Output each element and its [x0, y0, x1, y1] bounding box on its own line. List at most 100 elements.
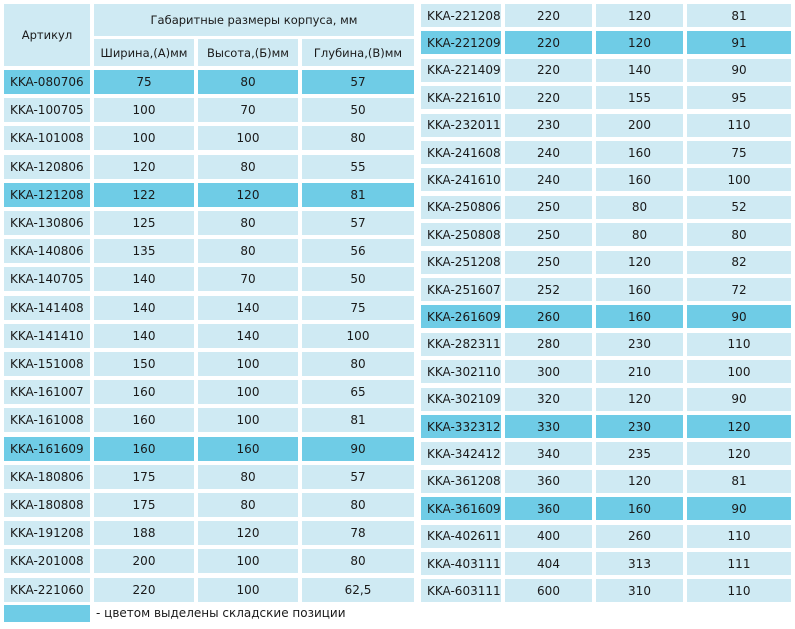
row-width-cell: 188	[94, 521, 194, 546]
row-depth-cell: 90	[302, 436, 414, 461]
row-article-cell: KKA-241608	[421, 141, 501, 164]
row-depth-cell: 57	[302, 464, 414, 489]
row-article-cell: KKA-250808	[421, 223, 501, 247]
row-width-cell: 175	[94, 464, 194, 489]
row-height-cell: 80	[198, 239, 298, 264]
row-height-cell: 120	[198, 182, 298, 207]
row-height-cell: 80	[198, 154, 298, 179]
row-depth-cell: 80	[302, 352, 414, 376]
row-height-cell: 80	[198, 211, 298, 235]
row-article-cell: KKA-221610	[421, 86, 501, 110]
row-article-cell: KKA-332312	[421, 415, 501, 438]
header-width: Ширина,(А)мм	[94, 39, 194, 66]
row-article-cell: KKA-121208	[4, 182, 90, 207]
row-depth-cell: 81	[302, 408, 414, 433]
row-depth-cell: 75	[302, 295, 414, 320]
row-width-cell: 125	[94, 211, 194, 235]
row-height-cell: 160	[198, 436, 298, 461]
row-height-cell: 230	[596, 332, 683, 356]
row-article-cell: KKA-221209	[421, 31, 501, 55]
row-depth-cell: 78	[302, 521, 414, 546]
row-height-cell: 235	[596, 442, 683, 466]
row-depth-cell: 90	[687, 387, 791, 411]
row-width-cell: 220	[94, 577, 194, 602]
row-width-cell: 220	[505, 86, 592, 110]
row-depth-cell: 55	[302, 154, 414, 179]
row-article-cell: KKA-161008	[4, 408, 90, 433]
row-width-cell: 75	[94, 70, 194, 94]
header-article: Артикул	[4, 4, 90, 66]
row-height-cell: 200	[596, 113, 683, 137]
row-depth-cell: 110	[687, 332, 791, 356]
row-width-cell: 220	[505, 58, 592, 82]
row-depth-cell: 110	[687, 113, 791, 137]
row-height-cell: 160	[596, 305, 683, 329]
row-article-cell: KKA-251607	[421, 278, 501, 301]
row-depth-cell: 90	[687, 58, 791, 82]
row-height-cell: 100	[198, 352, 298, 376]
row-width-cell: 160	[94, 408, 194, 433]
row-depth-cell: 80	[302, 549, 414, 574]
row-width-cell: 120	[94, 154, 194, 179]
row-article-cell: KKA-261609	[421, 305, 501, 329]
row-height-cell: 160	[596, 278, 683, 301]
row-height-cell: 100	[198, 380, 298, 405]
row-width-cell: 220	[505, 31, 592, 55]
row-height-cell: 80	[596, 195, 683, 219]
row-depth-cell: 90	[687, 497, 791, 521]
row-depth-cell: 50	[302, 267, 414, 292]
header-depth: Глубина,(В)мм	[302, 39, 414, 66]
row-depth-cell: 81	[687, 469, 791, 493]
row-article-cell: KKA-302110	[421, 360, 501, 384]
row-height-cell: 310	[596, 579, 683, 603]
row-width-cell: 320	[505, 387, 592, 411]
row-width-cell: 160	[94, 436, 194, 461]
row-height-cell: 230	[596, 415, 683, 438]
row-depth-cell: 52	[687, 195, 791, 219]
row-depth-cell: 56	[302, 239, 414, 264]
row-height-cell: 160	[596, 497, 683, 521]
row-depth-cell: 81	[302, 182, 414, 207]
row-width-cell: 404	[505, 552, 592, 575]
row-article-cell: KKA-080706	[4, 70, 90, 94]
row-height-cell: 120	[596, 31, 683, 55]
row-article-cell: KKA-120806	[4, 154, 90, 179]
row-article-cell: KKA-101008	[4, 126, 90, 151]
row-height-cell: 100	[198, 549, 298, 574]
row-depth-cell: 65	[302, 380, 414, 405]
row-depth-cell: 57	[302, 70, 414, 94]
row-width-cell: 300	[505, 360, 592, 384]
row-width-cell: 175	[94, 493, 194, 517]
row-width-cell: 360	[505, 469, 592, 493]
row-depth-cell: 91	[687, 31, 791, 55]
row-depth-cell: 120	[687, 415, 791, 438]
row-width-cell: 360	[505, 497, 592, 521]
row-height-cell: 120	[596, 4, 683, 27]
row-height-cell: 120	[596, 469, 683, 493]
row-article-cell: KKA-402611	[421, 524, 501, 548]
row-width-cell: 330	[505, 415, 592, 438]
row-width-cell: 200	[94, 549, 194, 574]
row-width-cell: 250	[505, 250, 592, 274]
row-width-cell: 400	[505, 524, 592, 548]
row-height-cell: 140	[198, 323, 298, 348]
header-dimensions-group: Габаритные размеры корпуса, мм	[94, 4, 414, 36]
row-article-cell: KKA-130806	[4, 211, 90, 235]
row-article-cell: KKA-100705	[4, 98, 90, 123]
row-width-cell: 135	[94, 239, 194, 264]
row-depth-cell: 75	[687, 141, 791, 164]
row-article-cell: KKA-232011	[421, 113, 501, 137]
row-article-cell: KKA-361208	[421, 469, 501, 493]
row-article-cell: KKA-161609	[4, 436, 90, 461]
row-height-cell: 80	[596, 223, 683, 247]
row-article-cell: KKA-201008	[4, 549, 90, 574]
row-article-cell: KKA-241610	[421, 168, 501, 192]
row-height-cell: 80	[198, 464, 298, 489]
row-depth-cell: 57	[302, 211, 414, 235]
row-height-cell: 120	[596, 387, 683, 411]
row-height-cell: 313	[596, 552, 683, 575]
row-width-cell: 240	[505, 141, 592, 164]
row-width-cell: 160	[94, 380, 194, 405]
row-width-cell: 100	[94, 126, 194, 151]
row-article-cell: KKA-151008	[4, 352, 90, 376]
